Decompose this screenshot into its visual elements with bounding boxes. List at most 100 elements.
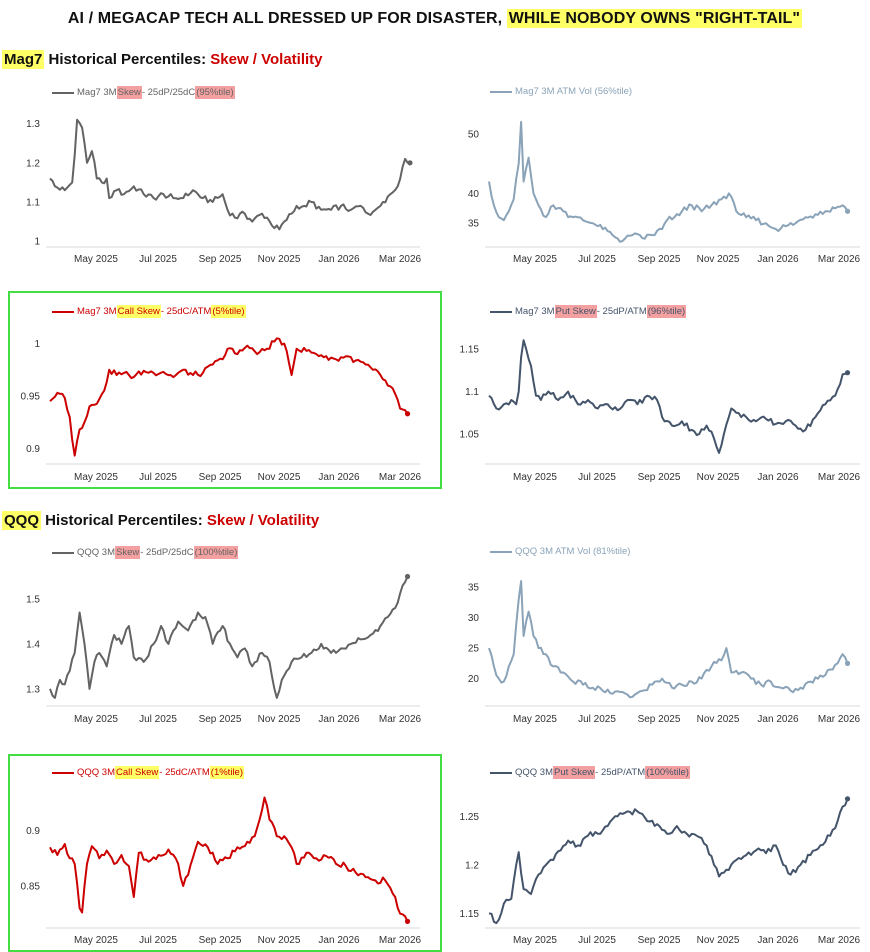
legend-label: Mag7 3M [77,306,117,317]
series-line [49,576,409,699]
legend-swatch [52,551,74,554]
y-tick-label: 40 [468,189,480,200]
x-tick-label: Nov 2025 [258,254,301,265]
x-tick-label: Jul 2025 [139,714,177,725]
x-tick-label: May 2025 [74,254,118,265]
legend-label: Mag7 3M [77,87,117,98]
section-text: Historical Percentiles: [44,51,211,68]
series-line [488,580,849,699]
legend-highlight: Put Skew [553,766,596,779]
x-tick-label: Nov 2025 [258,714,301,725]
x-tick-label: Jan 2026 [318,714,360,725]
chart-legend: Mag7 3M Put Skew - 25dP/ATM (96%tile) [490,305,687,318]
x-tick-label: Jan 2026 [757,714,799,725]
y-tick-label: 1.1 [465,387,479,398]
legend-highlight: Skew [115,546,141,559]
series-line [49,118,411,231]
legend-label: QQQ 3M [515,767,554,778]
y-tick-label: 1.2 [26,158,40,169]
legend-mid: - 25dC/ATM [160,306,212,317]
legend-highlight: Put Skew [554,305,597,318]
y-tick-label: 50 [468,129,480,140]
section-qqq-heading: QQQ Historical Percentiles: Skew / Volat… [2,511,320,530]
y-tick-label: 30 [468,613,480,624]
legend-label: QQQ 3M [77,767,116,778]
series-end-marker [844,660,851,666]
legend-swatch [52,310,74,313]
x-tick-label: Sep 2025 [638,714,681,725]
series-line [488,120,849,243]
legend-swatch [490,90,512,93]
x-tick-label: Mar 2026 [818,935,861,946]
section-text: Historical Percentiles: [41,512,207,529]
legend-highlight: Skew [116,86,142,99]
y-tick-label: 1 [34,237,40,248]
y-tick-label: 1.15 [460,344,480,355]
legend-mid: - 25dP/ATM [595,767,646,778]
x-tick-label: May 2025 [513,935,557,946]
chart-legend: QQQ 3M ATM Vol (81%tile) [490,546,630,557]
y-tick-label: 1.05 [460,430,480,441]
x-tick-label: Sep 2025 [199,254,242,265]
section-red-text: Skew / Volatility [210,51,323,68]
series-end-marker [844,208,851,214]
legend-mid: - 25dC/ATM [159,767,210,778]
legend-swatch [490,550,512,553]
legend-label: QQQ 3M [77,547,116,558]
x-tick-label: Mar 2026 [818,714,861,725]
legend-percentile: (100%tile) [645,766,690,779]
x-tick-label: Jul 2025 [578,935,616,946]
y-tick-label: 1.3 [26,119,40,130]
x-tick-label: Jul 2025 [578,254,616,265]
x-tick-label: Sep 2025 [638,472,681,483]
series-end-marker [844,796,851,802]
legend-mid: - 25dP/ATM [596,306,647,317]
legend-label: QQQ 3M ATM Vol (81%tile) [515,546,631,557]
x-tick-label: Sep 2025 [638,935,681,946]
x-tick-label: Jan 2026 [757,472,799,483]
y-tick-label: 35 [468,219,480,230]
series-end-marker [404,573,411,580]
x-tick-label: Jul 2025 [578,714,616,725]
legend-swatch [52,91,74,94]
x-tick-label: Mar 2026 [379,714,422,725]
legend-percentile: (95%tile) [195,86,235,99]
y-tick-label: 1.5 [26,594,40,605]
x-tick-label: Jan 2026 [757,935,799,946]
x-tick-label: Mar 2026 [818,472,861,483]
title-part2: WHILE NOBODY OWNS "RIGHT-TAIL" [506,9,803,28]
x-tick-label: Sep 2025 [638,254,681,265]
legend-percentile: (5%tile) [211,305,246,318]
series-end-marker [407,160,413,166]
x-tick-label: Mar 2026 [818,254,861,265]
x-tick-label: May 2025 [74,714,118,725]
chart-legend: QQQ 3M Put Skew - 25dP/ATM (100%tile) [490,766,690,779]
legend-swatch [490,771,512,774]
y-tick-label: 35 [468,583,480,594]
title-part1: AI / MEGACAP TECH ALL DRESSED UP FOR DIS… [67,10,507,27]
section-mag7-heading: Mag7 Historical Percentiles: Skew / Vola… [2,50,323,69]
y-tick-label: 1.3 [26,684,40,695]
x-tick-label: Nov 2025 [697,714,740,725]
legend-percentile: (1%tile) [209,766,244,779]
y-tick-label: 1.4 [26,639,40,650]
x-tick-label: Jul 2025 [578,472,616,483]
x-tick-label: Mar 2026 [379,254,422,265]
chart-legend: QQQ 3M Skew - 25dP/25dC (100%tile) [52,546,239,559]
x-tick-label: Nov 2025 [697,254,740,265]
legend-label: Mag7 3M ATM Vol (56%tile) [515,86,633,97]
chart-legend: Mag7 3M Skew - 25dP/25dC (95%tile) [52,86,235,99]
legend-swatch [52,771,74,774]
x-tick-label: May 2025 [513,714,557,725]
x-tick-label: Nov 2025 [697,472,740,483]
section-ticker: Mag7 [2,50,45,69]
series-line [488,798,849,925]
section-red-text: Skew / Volatility [206,512,320,529]
legend-mid: - 25dP/25dC [140,547,194,558]
chart-legend: Mag7 3M Call Skew - 25dC/ATM (5%tile) [52,305,246,318]
x-tick-label: Jan 2026 [757,254,799,265]
y-tick-label: 1.1 [26,197,40,208]
x-tick-label: Nov 2025 [697,935,740,946]
chart-legend: Mag7 3M ATM Vol (56%tile) [490,86,632,97]
highlight-box-mag7-call-skew [8,291,442,489]
